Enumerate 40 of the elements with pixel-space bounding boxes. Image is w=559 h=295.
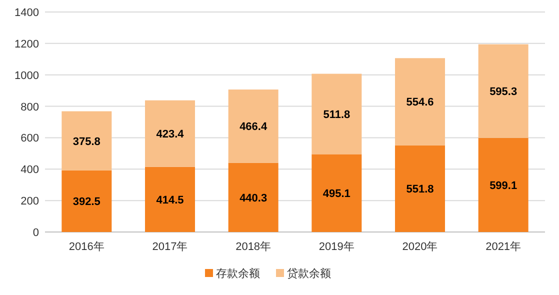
x-tick-label: 2017年	[152, 241, 188, 253]
x-tick-label: 2021年	[486, 241, 522, 253]
x-tick-label: 2019年	[318, 241, 354, 253]
bar	[62, 170, 112, 232]
data-label: 440.3	[240, 192, 268, 204]
data-label: 423.4	[156, 128, 185, 141]
bar	[312, 74, 362, 154]
bar	[395, 145, 445, 232]
bar	[62, 111, 112, 170]
y-tick-label: 800	[20, 101, 39, 114]
data-label: 554.6	[406, 96, 434, 109]
y-tick-label: 600	[20, 132, 39, 145]
x-tick-label: 2016年	[68, 241, 104, 253]
legend-label: 存款余额	[216, 267, 260, 280]
data-label: 414.5	[156, 194, 184, 206]
y-tick-label: 0	[32, 227, 39, 239]
x-tick-label: 2018年	[236, 241, 272, 253]
data-label: 495.1	[322, 188, 350, 200]
y-tick-label: 1400	[14, 7, 39, 19]
y-tick-label: 400	[20, 164, 39, 176]
data-label: 392.5	[72, 196, 100, 208]
x-tick-label: 2020年	[402, 241, 438, 253]
bar	[478, 44, 528, 138]
data-label: 511.8	[323, 108, 350, 121]
data-label: 466.4	[240, 121, 268, 134]
data-label: 551.8	[406, 184, 434, 196]
bar	[228, 162, 278, 232]
bar	[312, 154, 362, 232]
bar	[228, 90, 278, 163]
bar	[478, 138, 528, 232]
y-tick-label: 200	[20, 196, 39, 208]
legend-label: 贷款余额	[287, 267, 331, 280]
bar	[145, 100, 195, 167]
bar	[145, 166, 195, 232]
bar	[395, 58, 445, 146]
data-label: 599.1	[490, 180, 518, 192]
y-tick-label: 1200	[14, 38, 39, 50]
data-label: 595.3	[490, 86, 518, 98]
data-label: 375.8	[72, 136, 100, 148]
y-tick-label: 1000	[14, 70, 39, 82]
